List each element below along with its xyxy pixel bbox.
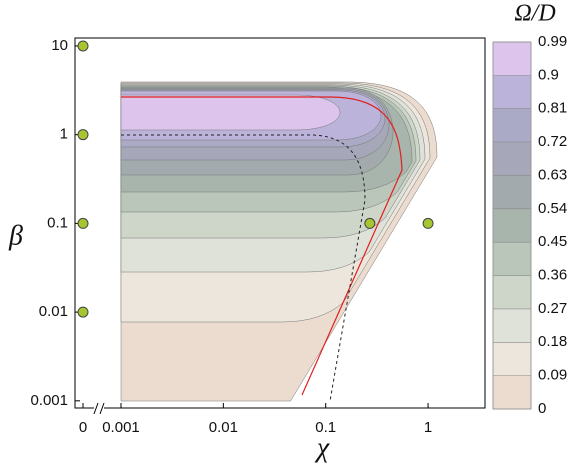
data-point [364,217,376,229]
data-point [77,306,89,318]
x-tick-label: 0.01 [209,419,238,436]
colorbar-tick-label: 0.99 [538,33,567,50]
colorbar: 0 0.09 0.18 0.27 0.36 0.45 0.54 0.63 0.72 0.81 0.9… [492,33,567,417]
y-tick-label: 0.01 [39,303,68,320]
colorbar-band [493,242,531,276]
colorbar-band [493,108,531,143]
x-tick-label: 0 [79,419,87,436]
data-point [77,217,89,229]
dashed-curve [121,134,366,402]
data-point [422,217,434,229]
colorbar-band [493,342,531,376]
colorbar-band [493,142,531,176]
data-point [77,129,89,141]
colorbar-tick-label: 0.09 [538,367,567,384]
x-tick-label: 0.1 [315,419,336,436]
red-curve [121,96,403,396]
contour-band [120,94,340,131]
colorbar-tick-label: 0 [538,400,546,417]
colorbar-frame [492,41,532,410]
y-tick-label: 1 [60,126,68,143]
x-axis-label: χ [314,432,330,463]
colorbar-band [493,375,531,409]
colorbar-band [493,275,531,309]
colorbar-tick-label: 0.45 [538,233,567,250]
axis-break [93,402,105,415]
colorbar-tick-label: 0.18 [538,333,567,350]
colorbar-tick-label: 0.36 [538,267,567,284]
colorbar-tick-label: 0.9 [538,66,559,83]
x-tick-label: 0.001 [102,419,140,436]
colorbar-band [493,308,531,343]
colorbar-band [493,42,531,76]
y-tick-label: 10 [51,37,68,54]
y-tick-label: 0.1 [47,214,68,231]
y-axis-label: β [8,220,23,251]
colorbar-tick-label: 0.27 [538,300,567,317]
colorbar-tick-label: 0.54 [538,200,567,217]
colorbar-band [493,75,531,109]
y-tick-label: 0.001 [30,392,68,409]
axis-break-gap [94,404,104,414]
colorbar-tick-label: 0.72 [538,133,567,150]
colorbar-label: Ω/D [514,1,555,27]
contour-layer [120,81,438,402]
x-tick-label: 1 [424,419,432,436]
colorbar-tick-label: 0.63 [538,166,567,183]
data-point [77,40,89,52]
colorbar-band [493,208,531,243]
colorbar-band [493,175,531,209]
colorbar-tick-label: 0.81 [538,100,567,117]
